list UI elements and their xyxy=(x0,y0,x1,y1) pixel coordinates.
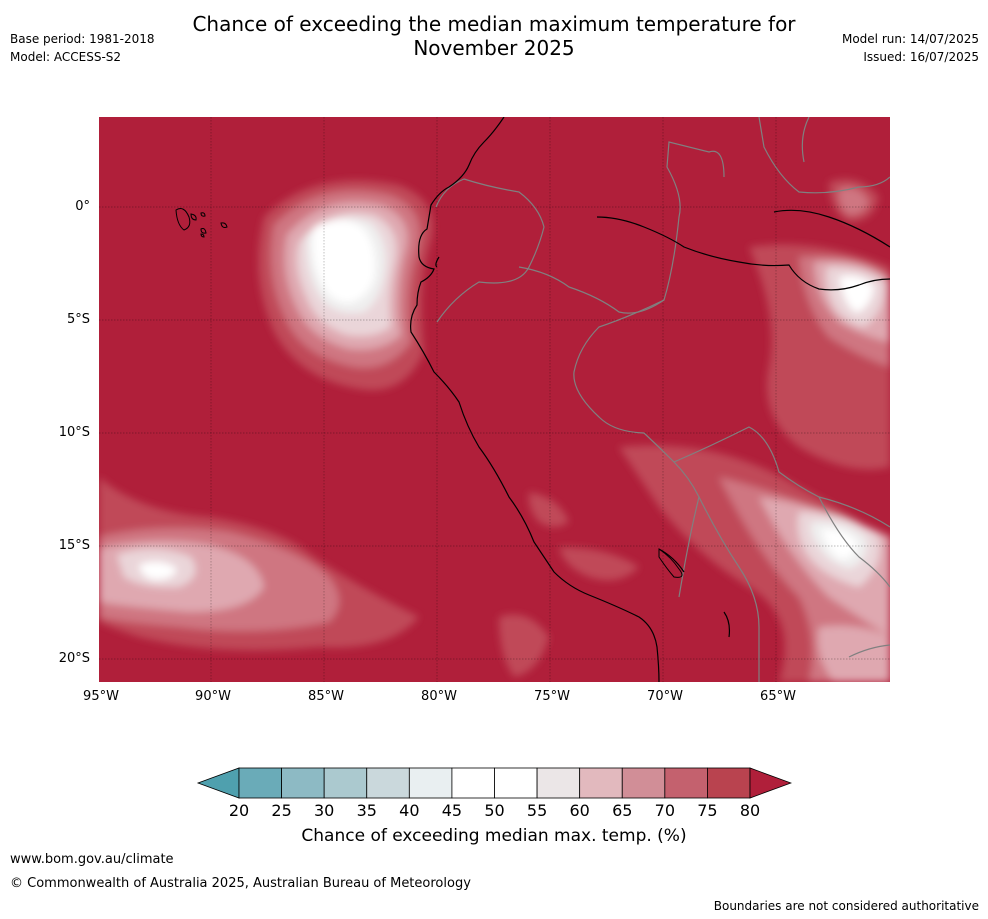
lon-label-85w: 85°W xyxy=(308,689,344,704)
colorbar-cell xyxy=(451,767,495,799)
lon-label-75w: 75°W xyxy=(534,689,570,704)
chart-title: Chance of exceeding the median maximum t… xyxy=(0,12,988,60)
coastlines xyxy=(410,117,890,682)
colorbar-cell xyxy=(238,767,282,799)
map-svg xyxy=(99,117,890,682)
colorbar-tick-label: 70 xyxy=(654,801,675,820)
footer-disclaimer: Boundaries are not considered authoritat… xyxy=(713,899,979,913)
colorbar-title: Chance of exceeding median max. temp. (%… xyxy=(301,826,687,846)
colorbar-tick-label: 75 xyxy=(697,801,718,820)
anomaly-region-west xyxy=(258,180,433,391)
colorbar-tick-label: 80 xyxy=(739,801,761,820)
lat-label-15s: 15°S xyxy=(58,538,90,553)
galapagos-islands xyxy=(175,208,228,238)
colorbar-cell xyxy=(408,767,453,799)
colorbar-cell xyxy=(323,767,368,799)
lake-titicaca xyxy=(658,548,683,578)
lon-label-95w: 95°W xyxy=(83,689,119,704)
model-run: Model run: 14/07/2025 xyxy=(841,32,979,46)
colorbar-cell xyxy=(494,767,538,799)
colorbar-tick-label: 35 xyxy=(356,801,377,820)
lat-label-10s: 10°S xyxy=(58,425,90,440)
lat-label-20s: 20°S xyxy=(58,651,90,666)
lon-label-70w: 70°W xyxy=(647,689,683,704)
lon-label-90w: 90°W xyxy=(195,689,231,704)
colorbar-tick-label: 20 xyxy=(228,801,250,820)
colorbar xyxy=(196,767,793,799)
colorbar-tick-label: 45 xyxy=(441,801,463,820)
colorbar-cell xyxy=(621,767,666,799)
colorbar-cell xyxy=(707,767,751,799)
country-borders xyxy=(435,117,890,682)
model-name: Model: ACCESS-S2 xyxy=(10,50,122,64)
colorbar-cell xyxy=(664,767,708,799)
anomaly-region-central xyxy=(499,492,639,677)
issued-date: Issued: 16/07/2025 xyxy=(863,50,979,64)
colorbar-under-arrow xyxy=(196,767,240,799)
lat-label-5s: 5°S xyxy=(66,312,90,327)
footer-website[interactable]: www.bom.gov.au/climate xyxy=(10,852,174,867)
colorbar-cells xyxy=(238,767,751,799)
colorbar-over-arrow xyxy=(749,767,793,799)
meta-right: Model run: 14/07/2025 Issued: 16/07/2025 xyxy=(842,30,979,66)
colorbar-tick-label: 60 xyxy=(569,801,590,820)
title-line-1: Chance of exceeding the median maximum t… xyxy=(192,12,796,36)
lon-label-65w: 65°W xyxy=(760,689,796,704)
title-line-2: November 2025 xyxy=(413,36,575,60)
footer-copyright: © Commonwealth of Australia 2025, Austra… xyxy=(10,876,471,891)
anomaly-region-east xyxy=(749,179,890,470)
colorbar-cell xyxy=(366,767,410,799)
probability-map xyxy=(99,117,890,682)
meta-left: Base period: 1981-2018 Model: ACCESS-S2 xyxy=(10,30,155,66)
colorbar-tick-label: 50 xyxy=(484,801,505,820)
colorbar-svg xyxy=(196,767,793,799)
colorbar-tick-label: 40 xyxy=(399,801,420,820)
colorbar-tick-label: 25 xyxy=(271,801,292,820)
colorbar-tick-label: 65 xyxy=(612,801,633,820)
colorbar-cell xyxy=(536,767,581,799)
lon-label-80w: 80°W xyxy=(421,689,457,704)
colorbar-tick-label: 30 xyxy=(313,801,335,820)
colorbar-cell xyxy=(579,767,623,799)
colorbar-cell xyxy=(281,767,325,799)
anomaly-region-southwest xyxy=(99,477,419,651)
lat-label-0: 0° xyxy=(75,199,90,214)
colorbar-tick-label: 55 xyxy=(526,801,548,820)
base-period: Base period: 1981-2018 xyxy=(10,32,155,46)
